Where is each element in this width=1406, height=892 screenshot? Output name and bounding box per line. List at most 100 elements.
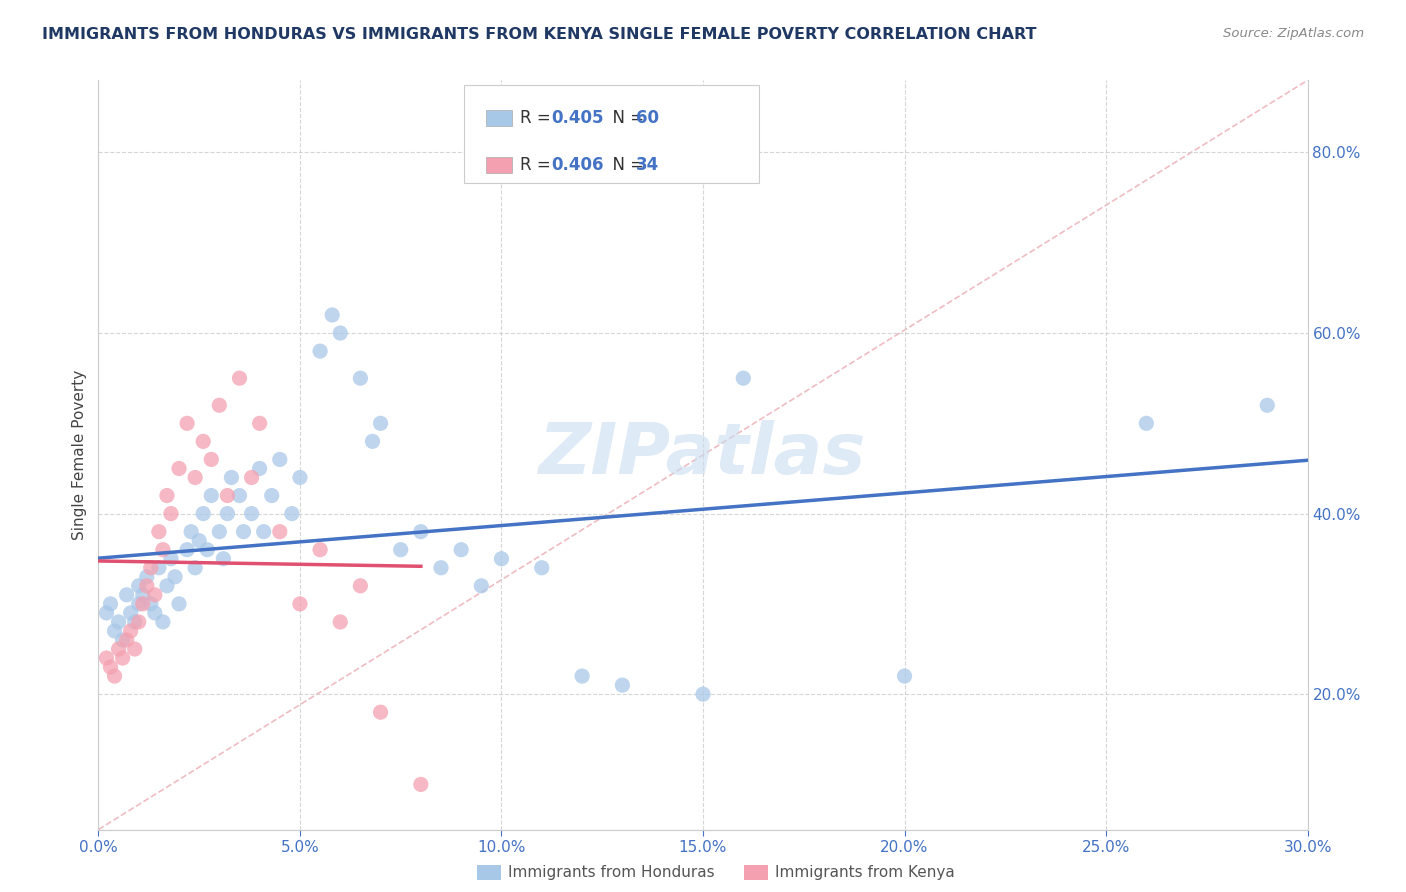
Point — [228, 371, 250, 385]
Point — [1256, 398, 1278, 412]
Point — [193, 434, 215, 449]
Text: N =: N = — [602, 156, 650, 174]
Point — [212, 551, 235, 566]
Point — [115, 588, 138, 602]
Point — [571, 669, 593, 683]
Point — [184, 470, 207, 484]
Point — [132, 597, 155, 611]
Point — [281, 507, 304, 521]
Point — [491, 551, 513, 566]
Point — [107, 642, 129, 657]
Point — [692, 687, 714, 701]
Point — [195, 542, 218, 557]
Text: 0.405: 0.405 — [551, 109, 603, 127]
Point — [107, 615, 129, 629]
Point — [221, 470, 243, 484]
Text: R =: R = — [520, 109, 557, 127]
Point — [217, 489, 239, 503]
Point — [148, 524, 170, 539]
Point — [309, 542, 332, 557]
Point — [139, 597, 162, 611]
Point — [96, 651, 118, 665]
Point — [120, 624, 142, 638]
Point — [349, 371, 371, 385]
Point — [430, 561, 453, 575]
Point — [160, 507, 183, 521]
Point — [135, 570, 157, 584]
Point — [409, 777, 432, 791]
Point — [120, 606, 142, 620]
Point — [733, 371, 755, 385]
Point — [329, 326, 352, 340]
Point — [370, 417, 392, 431]
Point — [893, 669, 915, 683]
Point — [156, 489, 179, 503]
Point — [470, 579, 492, 593]
Point — [111, 651, 134, 665]
Point — [361, 434, 384, 449]
Point — [143, 606, 166, 620]
Point — [253, 524, 276, 539]
Point — [167, 597, 190, 611]
Point — [269, 524, 291, 539]
Point — [450, 542, 472, 557]
Point — [132, 588, 155, 602]
Point — [103, 624, 125, 638]
Text: Immigrants from Honduras: Immigrants from Honduras — [508, 865, 714, 880]
Point — [180, 524, 202, 539]
Point — [321, 308, 343, 322]
Point — [167, 461, 190, 475]
Point — [176, 542, 198, 557]
Text: ZIPatlas: ZIPatlas — [540, 420, 866, 490]
Point — [217, 507, 239, 521]
Point — [288, 470, 311, 484]
Point — [152, 615, 174, 629]
Point — [128, 579, 150, 593]
Point — [260, 489, 283, 503]
Point — [232, 524, 254, 539]
Point — [124, 642, 146, 657]
Point — [269, 452, 291, 467]
Point — [208, 398, 231, 412]
Point — [115, 632, 138, 647]
Point — [124, 615, 146, 629]
Point — [160, 551, 183, 566]
Point — [128, 597, 150, 611]
Y-axis label: Single Female Poverty: Single Female Poverty — [72, 370, 87, 540]
Point — [240, 470, 263, 484]
Text: N =: N = — [602, 109, 650, 127]
Text: Source: ZipAtlas.com: Source: ZipAtlas.com — [1223, 27, 1364, 40]
Point — [228, 489, 250, 503]
Point — [188, 533, 211, 548]
Point — [200, 489, 222, 503]
Point — [176, 417, 198, 431]
Point — [148, 561, 170, 575]
Point — [100, 597, 122, 611]
Point — [409, 524, 432, 539]
Text: 60: 60 — [636, 109, 658, 127]
Point — [156, 579, 179, 593]
Point — [208, 524, 231, 539]
Point — [200, 452, 222, 467]
Point — [193, 507, 215, 521]
Point — [96, 606, 118, 620]
Point — [249, 461, 271, 475]
Text: 34: 34 — [636, 156, 659, 174]
Point — [612, 678, 634, 692]
Point — [143, 588, 166, 602]
Point — [111, 632, 134, 647]
Point — [163, 570, 186, 584]
Point — [329, 615, 352, 629]
Text: IMMIGRANTS FROM HONDURAS VS IMMIGRANTS FROM KENYA SINGLE FEMALE POVERTY CORRELAT: IMMIGRANTS FROM HONDURAS VS IMMIGRANTS F… — [42, 27, 1036, 42]
Point — [370, 705, 392, 719]
Point — [100, 660, 122, 674]
Point — [288, 597, 311, 611]
Point — [240, 507, 263, 521]
Text: Immigrants from Kenya: Immigrants from Kenya — [775, 865, 955, 880]
Text: R =: R = — [520, 156, 557, 174]
Point — [103, 669, 125, 683]
Point — [139, 561, 162, 575]
Point — [389, 542, 412, 557]
Point — [1135, 417, 1157, 431]
Point — [135, 579, 157, 593]
